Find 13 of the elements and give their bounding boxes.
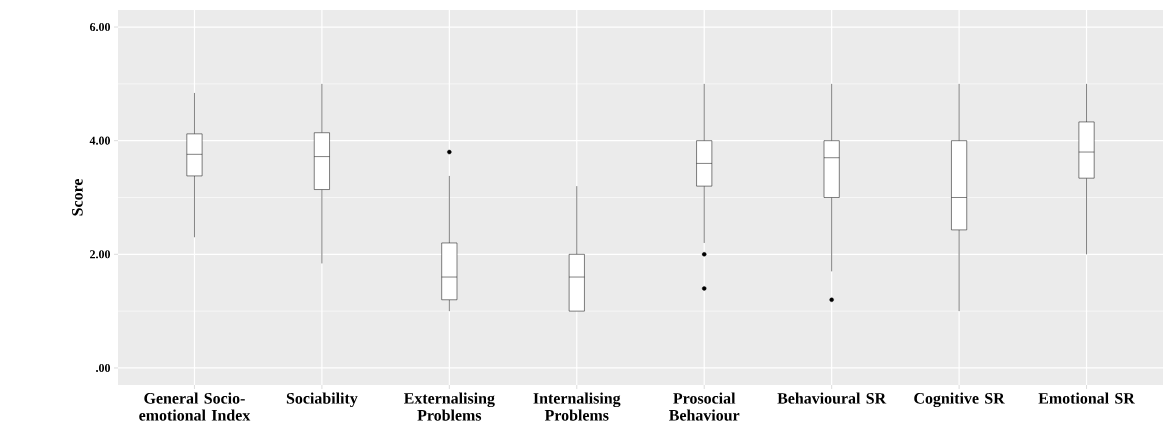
x-tick-label: General Socio-emotional Index — [139, 392, 251, 421]
x-tick-label: Prosocial Behaviour — [669, 392, 740, 421]
x-tick-label: Sociability — [286, 392, 358, 408]
x-tick-label: Externalising Problems — [404, 392, 495, 421]
y-tick-label: 2.00 — [90, 250, 111, 259]
x-tick-label: Internalising Problems — [533, 392, 621, 421]
x-tick-label: Cognitive SR — [914, 392, 1005, 408]
x-tick-label: Emotional SR — [1038, 392, 1135, 404]
y-tick-label: 6.00 — [89, 22, 111, 32]
y-tick-label: .00 — [96, 363, 111, 373]
y-axis-title: Score — [72, 179, 83, 216]
x-tick-label: Behavioural SR — [777, 392, 887, 404]
y-tick-label: 4.00 — [89, 136, 111, 145]
